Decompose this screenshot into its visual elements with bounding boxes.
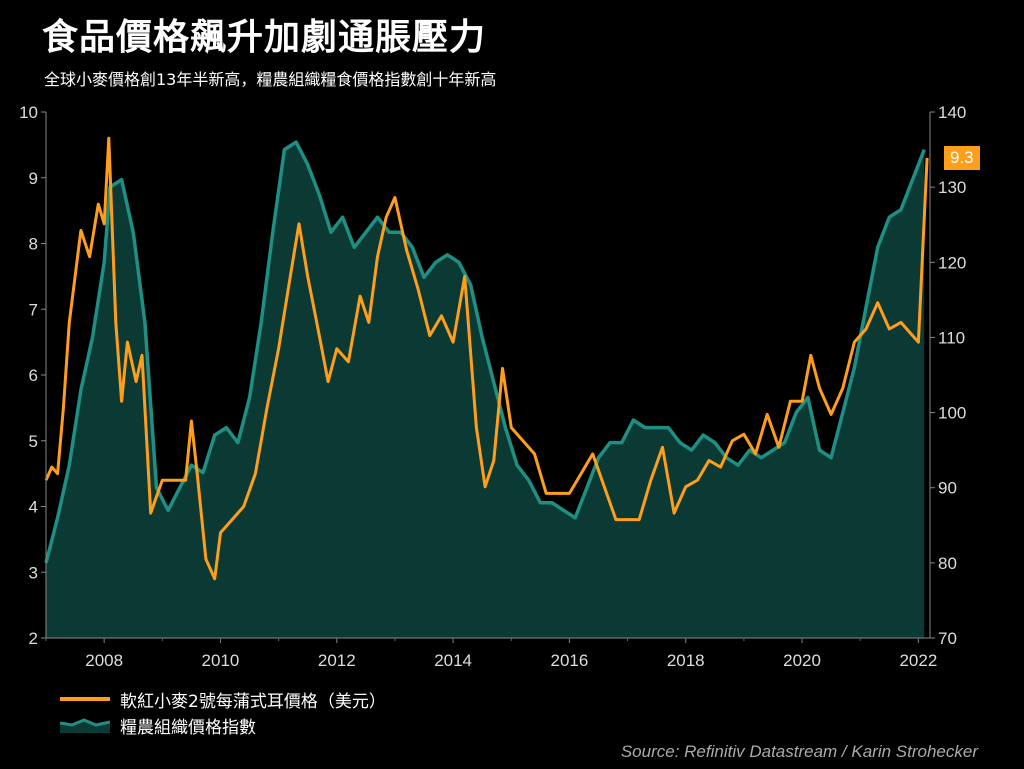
legend: 軟紅小麥2號每蒲式耳價格（美元） 糧農組織價格指數 [59,686,386,738]
x-tick-label: 2016 [551,651,589,670]
last-value-badge: 9.3 [944,146,980,170]
fao-area [46,142,925,638]
y-left-tick-label: 9 [29,169,38,188]
legend-item-fao: 糧農組織價格指數 [59,712,386,738]
legend-label-wheat: 軟紅小麥2號每蒲式耳價格（美元） [120,691,386,712]
axes-layer: 2 3 4 5 6 7 8 9 10 70 80 90 100 110 120 130 140 2008 2010 2… [19,103,966,670]
chart-subtitle: 全球小麥價格創13年半新高，糧農組織糧食價格指數創十年新高 [44,70,497,89]
x-tick-label: 2022 [899,651,937,670]
chart-title: 食品價格飆升加劇通脹壓力 [38,8,491,60]
y-right-tick-label: 80 [938,554,957,573]
y-left-tick-label: 2 [29,629,38,648]
y-right-tick-label: 100 [938,404,966,423]
y-right-tick-label: 110 [938,328,965,347]
y-right-tick-label: 120 [938,253,966,272]
legend-swatch-wheat [60,697,110,701]
y-right-tick-label: 90 [938,479,957,498]
y-left-tick-label: 10 [19,103,38,122]
y-left-tick-label: 5 [29,432,38,451]
y-left-tick-label: 8 [29,235,38,254]
y-left-tick-label: 3 [29,563,38,582]
source-note: Source: Refinitiv Datastream / Karin Str… [620,742,978,761]
y-right-tick-label: 130 [938,178,966,197]
y-right-tick-label: 140 [938,103,966,122]
x-tick-label: 2018 [667,651,705,670]
y-left-tick-label: 7 [29,300,38,319]
x-tick-label: 2014 [434,651,472,670]
x-tick-label: 2012 [318,651,356,670]
y-left-tick-label: 4 [29,498,38,517]
x-tick-label: 2008 [85,651,123,670]
legend-swatch-fao [59,717,111,733]
legend-label-fao: 糧農組織價格指數 [120,717,256,738]
x-tick-label: 2020 [783,651,821,670]
y-left-tick-label: 6 [29,366,38,385]
y-right-tick-label: 70 [938,629,957,648]
x-tick-label: 2010 [202,651,240,670]
wheat-line [44,136,929,581]
legend-item-wheat: 軟紅小麥2號每蒲式耳價格（美元） [60,686,386,712]
series-layer [44,136,929,638]
